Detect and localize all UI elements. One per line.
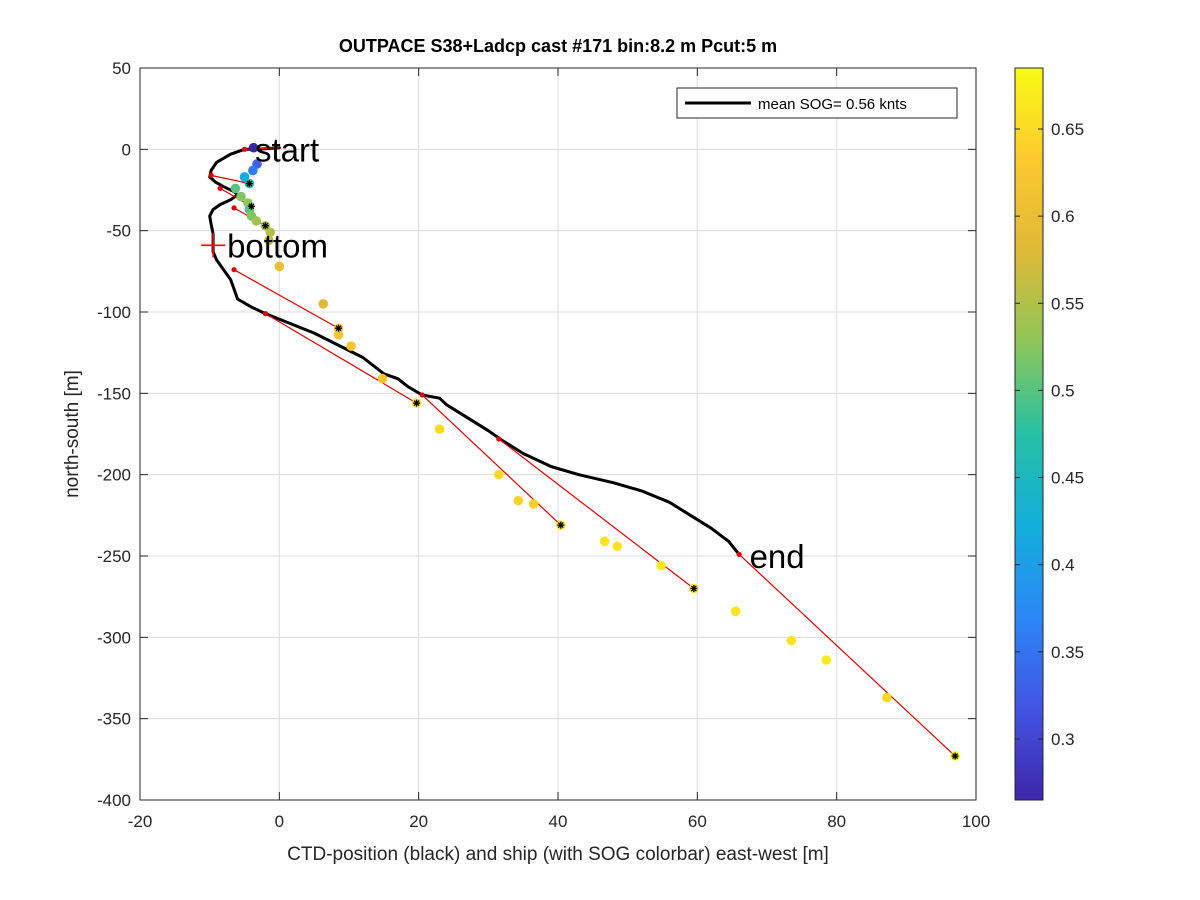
- ctd-bin-marker-stroke: [335, 325, 342, 332]
- ship-point: [786, 635, 797, 646]
- colorbar: 0.3 0.35 0.4 0.45 0.5 0.55 0.6 0.65: [1014, 67, 1084, 801]
- x-axis-label: CTD-position (black) and ship (with SOG …: [287, 844, 829, 865]
- x-tick-label: -20: [128, 812, 153, 831]
- legend-label: mean SOG= 0.56 knts: [758, 96, 907, 113]
- ship-point: [248, 142, 259, 153]
- ship-point: [274, 261, 285, 272]
- annotation-start: start: [255, 131, 319, 168]
- red-connector-dot: [217, 185, 223, 191]
- ctd-bin-marker-stroke: [413, 400, 420, 407]
- ship-point: [265, 227, 276, 238]
- x-tick-label: 0: [275, 812, 284, 831]
- ctd-bin-marker: [951, 752, 959, 760]
- black-markers-layer: [245, 179, 959, 760]
- red-connector-dot: [208, 172, 214, 178]
- colorbar-tick-label: 0.3: [1051, 730, 1075, 749]
- ship-point: [346, 341, 356, 351]
- red-connector-dot: [231, 205, 237, 211]
- colorbar-tick-label: 0.55: [1051, 294, 1084, 313]
- y-tick-label: -50: [106, 222, 131, 241]
- annotations-layer: start bottom end: [201, 131, 805, 575]
- red-connector-dot: [262, 311, 268, 317]
- ship-point: [264, 235, 274, 246]
- ctd-bin-marker: [335, 324, 343, 332]
- ship-point: [599, 536, 610, 547]
- ship-point: [248, 165, 258, 176]
- x-tick-label: 60: [688, 812, 707, 831]
- x-tick-label: 100: [962, 812, 990, 831]
- red-connector-line: [210, 174, 250, 185]
- ship-point: [528, 499, 539, 509]
- x-axis: -20 0 20 40 60 80 100: [128, 68, 990, 831]
- ctd-bin-marker-stroke: [952, 753, 959, 760]
- red-connector-dot: [241, 146, 248, 152]
- ship-point: [230, 183, 241, 194]
- ship-point: [251, 216, 262, 226]
- y-tick-label: -100: [97, 303, 131, 322]
- y-tick-label: -300: [97, 628, 131, 647]
- ctd-bin-marker-stroke: [262, 222, 269, 229]
- y-tick-label: -400: [97, 791, 131, 810]
- colorbar-tick-label: 0.65: [1051, 120, 1084, 139]
- x-tick-label: 40: [549, 812, 568, 831]
- ctd-bin-marker: [557, 521, 565, 529]
- red-connector-dot: [736, 551, 742, 557]
- ship-point: [333, 329, 344, 340]
- legend: mean SOG= 0.56 knts: [676, 87, 958, 119]
- ship-point: [493, 469, 504, 480]
- ctd-track-layer: [208, 146, 741, 556]
- ctd-bin-marker: [690, 585, 698, 593]
- annotation-bottom: bottom: [227, 227, 328, 264]
- red-connector-line: [265, 313, 417, 404]
- red-connector-line: [738, 553, 956, 757]
- colorbar-tick-label: 0.45: [1051, 469, 1084, 488]
- chart-title: OUTPACE S38+Ladcp cast #171 bin:8.2 m Pc…: [339, 36, 777, 56]
- red-connector-dot: [496, 436, 502, 442]
- red-connector-dot: [231, 267, 237, 273]
- colorbar-tick-label: 0.35: [1051, 643, 1084, 662]
- y-tick-label: -200: [97, 466, 131, 485]
- ship-point: [612, 541, 623, 552]
- ship-point: [318, 299, 329, 309]
- annotation-end: end: [750, 538, 805, 575]
- colorbar-tick-label: 0.5: [1051, 381, 1075, 400]
- y-axis: 50 0 -50 -100 -150 -200 -250 -300 -350 -400: [97, 59, 976, 810]
- ctd-bin-marker: [245, 179, 253, 187]
- colorbar-tick-label: 0.6: [1051, 207, 1075, 226]
- ship-point: [821, 655, 832, 665]
- y-tick-label: -150: [97, 384, 131, 403]
- red-connector-dot: [419, 392, 425, 398]
- ctd-track-line: [208, 146, 741, 556]
- ship-point: [377, 373, 388, 384]
- ctd-bin-marker: [261, 222, 269, 230]
- colorbar-ticks: 0.3 0.35 0.4 0.45 0.5 0.55 0.6 0.65: [1015, 120, 1084, 749]
- ctd-bin-marker-stroke: [248, 203, 255, 210]
- ship-point: [236, 191, 246, 202]
- x-tick-label: 20: [409, 812, 428, 831]
- y-axis-label: north-south [m]: [62, 370, 83, 498]
- y-tick-label: 0: [122, 140, 131, 159]
- ship-point: [434, 424, 445, 434]
- ctd-bin-marker: [413, 399, 421, 407]
- x-tick-label: 80: [827, 812, 846, 831]
- ship-point: [730, 606, 741, 617]
- ctd-bin-marker-stroke: [557, 522, 564, 529]
- ctd-bin-marker-stroke: [246, 180, 253, 187]
- ctd-bin-marker: [247, 202, 255, 210]
- y-tick-label: 50: [112, 59, 131, 78]
- ship-point: [656, 560, 666, 571]
- colorbar-gradient: [1014, 67, 1044, 801]
- colorbar-tick-label: 0.4: [1051, 556, 1075, 575]
- ship-point: [513, 495, 524, 506]
- y-tick-label: -250: [97, 547, 131, 566]
- red-connector-line: [233, 269, 339, 329]
- y-tick-label: -350: [97, 710, 131, 729]
- ship-point: [882, 692, 892, 703]
- ctd-bin-marker-stroke: [690, 585, 697, 592]
